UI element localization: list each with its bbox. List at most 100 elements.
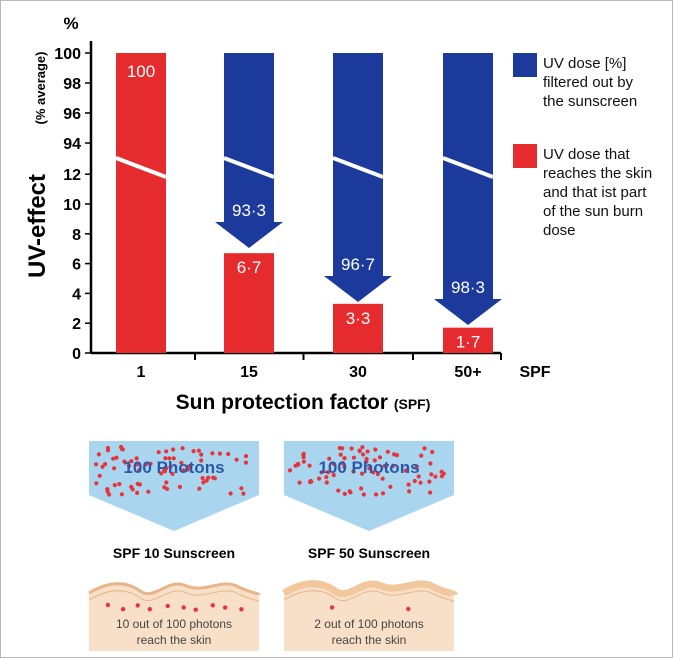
y-tick-label: 96 bbox=[63, 106, 81, 123]
data-label-red: 3·3 bbox=[346, 309, 371, 328]
photon-dot bbox=[185, 467, 190, 472]
photon-dot bbox=[342, 456, 347, 461]
photon-dot bbox=[433, 474, 438, 479]
legend-label: UV dose that bbox=[543, 146, 631, 163]
y-tick-label: 2 bbox=[72, 316, 81, 333]
legend-label: of the sun burn bbox=[543, 203, 643, 220]
photon-dot bbox=[148, 461, 153, 466]
photon-dot bbox=[164, 449, 169, 454]
photon-dot bbox=[428, 490, 433, 495]
panel-caption: 2 out of 100 photons bbox=[314, 617, 423, 631]
photon-dot bbox=[327, 456, 332, 461]
photon-dot bbox=[206, 475, 211, 480]
photon-dot bbox=[180, 446, 185, 451]
photon-dot bbox=[217, 451, 222, 456]
y-axis-unit: % bbox=[63, 14, 78, 33]
photon-dot bbox=[403, 468, 408, 473]
photon-dot bbox=[365, 449, 370, 454]
photon-dot bbox=[122, 459, 127, 464]
photon-dot bbox=[360, 471, 365, 476]
x-tick-label: 50+ bbox=[454, 364, 481, 381]
photon-dot bbox=[129, 484, 134, 489]
photon-dot bbox=[412, 478, 417, 484]
legend-label: dose bbox=[543, 222, 576, 239]
photon-funnel bbox=[284, 441, 454, 531]
photon-dot bbox=[159, 471, 164, 476]
x-tick-label: 1 bbox=[137, 364, 146, 381]
photon-dot bbox=[243, 454, 249, 459]
photon-dot bbox=[211, 475, 216, 480]
photon-dot bbox=[164, 466, 169, 471]
y-tick-label: 100 bbox=[54, 46, 81, 63]
photon-dot bbox=[374, 492, 379, 497]
photon-dot bbox=[301, 451, 306, 456]
photon-funnel bbox=[89, 441, 259, 531]
photon-dot bbox=[164, 480, 169, 485]
photon-dot bbox=[338, 452, 343, 457]
panel-title: SPF 10 Sunscreen bbox=[113, 545, 235, 561]
photon-dot bbox=[360, 445, 365, 450]
legend-label: the sunscreen bbox=[543, 93, 637, 110]
data-label-red: 6·7 bbox=[237, 258, 262, 277]
photon-dot bbox=[112, 483, 117, 488]
photon-dot bbox=[317, 476, 322, 481]
panel-title: SPF 50 Sunscreen bbox=[308, 545, 430, 561]
x-tick-label: 30 bbox=[349, 364, 367, 381]
y-tick-label: 98 bbox=[63, 76, 81, 93]
x-tick-label: 15 bbox=[240, 364, 258, 381]
photon-dot bbox=[239, 486, 244, 491]
photon-dot bbox=[103, 462, 108, 467]
photon-dot bbox=[119, 492, 124, 497]
photon-dot bbox=[137, 468, 142, 473]
photon-dot bbox=[191, 449, 196, 454]
photon-dot bbox=[351, 455, 357, 460]
sunscreen-layer bbox=[282, 580, 458, 598]
axis-break-mark bbox=[223, 156, 275, 179]
photon-dot bbox=[105, 487, 110, 492]
photon-dot bbox=[135, 490, 140, 495]
skin-photon-dot bbox=[193, 607, 198, 612]
photon-dot bbox=[201, 480, 206, 485]
photon-dot bbox=[429, 472, 434, 477]
data-label-red: 100 bbox=[127, 62, 155, 81]
y-tick-label: 0 bbox=[72, 346, 81, 363]
photon-dot bbox=[168, 464, 173, 469]
skin-line bbox=[283, 590, 455, 603]
photon-dot bbox=[301, 459, 306, 464]
photon-dot bbox=[391, 463, 396, 468]
skin-photon-dot bbox=[120, 607, 126, 612]
photon-dot bbox=[364, 459, 369, 464]
photon-dot bbox=[308, 478, 313, 484]
bar-blue-arrow bbox=[434, 53, 502, 325]
photon-dot bbox=[126, 463, 132, 468]
photon-dot bbox=[200, 476, 205, 481]
data-label-blue: 96·7 bbox=[341, 255, 375, 274]
photon-dot bbox=[135, 462, 140, 467]
photon-dot bbox=[146, 489, 151, 494]
sunscreen-layer bbox=[88, 582, 261, 596]
photon-dot bbox=[373, 447, 378, 452]
photon-dot bbox=[377, 455, 383, 460]
panel-caption: reach the skin bbox=[332, 633, 407, 647]
photon-dot bbox=[117, 482, 122, 487]
legend-label: reaches the skin bbox=[543, 165, 652, 182]
photon-dot bbox=[118, 444, 124, 450]
photon-dot bbox=[144, 462, 149, 467]
photon-dot bbox=[380, 476, 385, 481]
photon-dot bbox=[388, 484, 393, 489]
photon-dot bbox=[297, 480, 302, 485]
skin-layer bbox=[89, 583, 259, 651]
y-axis-title-main: UV-effect bbox=[24, 174, 51, 278]
x-axis-title-main: Sun protection factor bbox=[176, 391, 394, 414]
axis-break-mark bbox=[442, 156, 494, 179]
y-tick-label: 12 bbox=[63, 167, 81, 184]
photon-dot bbox=[340, 461, 345, 466]
legend-label: UV dose [%] bbox=[543, 55, 626, 72]
photon-dot bbox=[375, 472, 380, 477]
skin-photon-dot bbox=[181, 605, 186, 610]
photon-dot bbox=[371, 470, 376, 475]
photon-dot bbox=[367, 466, 372, 471]
bar-red bbox=[224, 253, 274, 353]
photon-dot bbox=[181, 468, 186, 473]
photon-dot bbox=[167, 456, 172, 461]
